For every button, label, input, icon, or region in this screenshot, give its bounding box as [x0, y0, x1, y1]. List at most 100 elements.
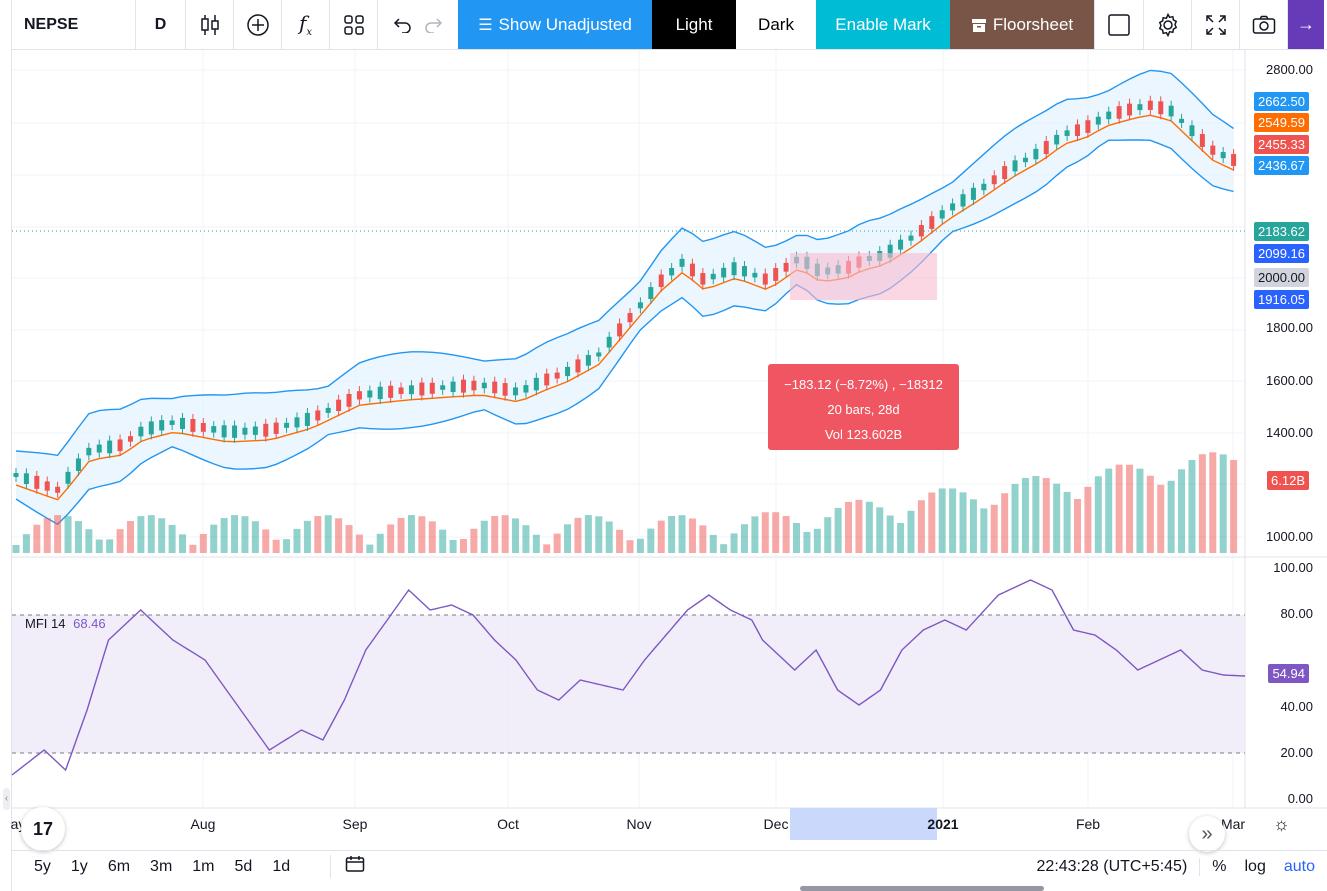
candle-body — [918, 225, 924, 237]
list-icon: ☰ — [478, 16, 493, 34]
indicators-button[interactable]: fx — [282, 0, 330, 49]
next-button[interactable]: → — [1288, 0, 1324, 49]
range-1d[interactable]: 1d — [272, 857, 291, 875]
volume-bar — [720, 544, 728, 553]
candle-body — [513, 387, 519, 396]
candle-body — [908, 235, 914, 241]
fx-icon: fx — [298, 11, 313, 38]
horizontal-scrollbar[interactable] — [800, 886, 1044, 891]
timezone-settings-icon[interactable]: ☼ — [1273, 814, 1290, 834]
candle-body — [180, 417, 186, 429]
layouts-icon — [343, 14, 364, 35]
candle-body — [783, 262, 789, 272]
volume-bar — [969, 499, 977, 553]
candle-body — [221, 425, 227, 438]
candle-body — [1127, 103, 1133, 116]
volume-bar — [1094, 476, 1102, 553]
volume-bar — [1157, 484, 1165, 553]
volume-bar — [1188, 460, 1196, 553]
symbol-search-button[interactable]: NEPSE — [12, 0, 136, 49]
price-chart-canvas[interactable] — [0, 50, 1327, 850]
candle-body — [388, 385, 394, 398]
show-unadjusted-button[interactable]: ☰ Show Unadjusted — [458, 0, 652, 49]
tradingview-logo[interactable]: 17 — [21, 807, 65, 851]
volume-bar — [688, 518, 696, 553]
floorsheet-button[interactable]: Floorsheet — [950, 0, 1094, 49]
candle-body — [565, 366, 571, 377]
volume-bar — [74, 521, 82, 553]
candle-body — [34, 475, 40, 489]
redo-icon[interactable] — [424, 17, 444, 33]
square-button[interactable] — [1094, 0, 1144, 49]
mfi-legend[interactable]: MFI 14 68.46 — [25, 616, 106, 631]
range-6m[interactable]: 6m — [107, 857, 131, 875]
layouts-button[interactable] — [330, 0, 378, 49]
range-5y[interactable]: 5y — [34, 857, 51, 875]
go-to-date-button[interactable] — [330, 855, 365, 878]
volume-bar — [314, 516, 322, 553]
candle-body — [960, 194, 966, 207]
top-toolbar: NEPSE D fx ☰ Show Unadjusted Light Dark … — [12, 0, 1327, 50]
candle-body — [200, 422, 206, 432]
candle-body — [117, 439, 123, 452]
chart-area[interactable]: 2800.00 1800.00 1600.00 1400.00 1000.00 … — [0, 50, 1327, 852]
candle-body — [773, 268, 779, 281]
volume-bar — [1136, 468, 1144, 553]
time-tick: Oct — [497, 816, 519, 832]
candle-body — [939, 210, 945, 219]
volume-bar — [605, 521, 613, 553]
candle-body — [481, 382, 487, 389]
volume-bar — [54, 515, 62, 553]
indicators-add-button[interactable] — [234, 0, 282, 49]
candle-body — [346, 393, 352, 407]
candle-body — [284, 422, 290, 428]
candle-body — [1116, 106, 1122, 119]
scroll-to-realtime-button[interactable]: » — [1189, 816, 1225, 852]
volume-bar — [949, 488, 957, 553]
undo-icon[interactable] — [392, 17, 412, 33]
volume-bar — [543, 544, 551, 553]
candle-body — [138, 426, 144, 437]
settings-button[interactable] — [1144, 0, 1192, 49]
range-5d[interactable]: 5d — [234, 857, 253, 875]
candle-body — [419, 382, 425, 396]
interval-button[interactable]: D — [136, 0, 186, 49]
log-scale-toggle[interactable]: log — [1244, 858, 1266, 875]
candle-body — [887, 244, 893, 258]
price-axis-tick: 1800.00 — [1266, 320, 1313, 335]
candle-body — [1231, 154, 1237, 166]
volume-bar — [886, 515, 894, 553]
mfi-band — [12, 615, 1245, 753]
time-tick: Nov — [626, 816, 652, 832]
time-tick: Mar — [1220, 816, 1246, 832]
percent-scale-toggle[interactable]: % — [1212, 858, 1227, 875]
clock-readout[interactable]: 22:43:28 (UTC+5:45) — [1025, 858, 1201, 876]
dark-theme-button[interactable]: Dark — [736, 0, 816, 49]
candle-body — [710, 273, 716, 280]
expand-handle[interactable]: ‹ — [3, 788, 10, 810]
volume-bar — [64, 516, 72, 553]
volume-bar — [355, 534, 363, 553]
fullscreen-button[interactable] — [1192, 0, 1240, 49]
candle-body — [336, 399, 342, 412]
range-1m[interactable]: 1m — [192, 857, 215, 875]
candle-body — [752, 272, 758, 278]
volume-bar — [1178, 469, 1186, 553]
volume-bar — [168, 524, 176, 553]
volume-bar — [95, 539, 103, 553]
measure-range-box — [790, 253, 937, 300]
light-theme-button[interactable]: Light — [652, 0, 736, 49]
range-1y[interactable]: 1y — [70, 857, 88, 875]
range-3m[interactable]: 3m — [150, 857, 173, 875]
screenshot-button[interactable] — [1240, 0, 1288, 49]
auto-scale-toggle[interactable]: auto — [1283, 858, 1315, 875]
candle-body — [471, 380, 477, 391]
candle-body — [23, 473, 29, 485]
candle-body — [325, 407, 331, 413]
candle-body — [970, 187, 976, 200]
volume-bar — [251, 521, 259, 553]
chart-style-button[interactable] — [186, 0, 234, 49]
mfi-axis-tick: 80.00 — [1280, 606, 1313, 621]
show-unadjusted-label: Show Unadjusted — [498, 14, 632, 34]
enable-mark-button[interactable]: Enable Mark — [816, 0, 950, 49]
